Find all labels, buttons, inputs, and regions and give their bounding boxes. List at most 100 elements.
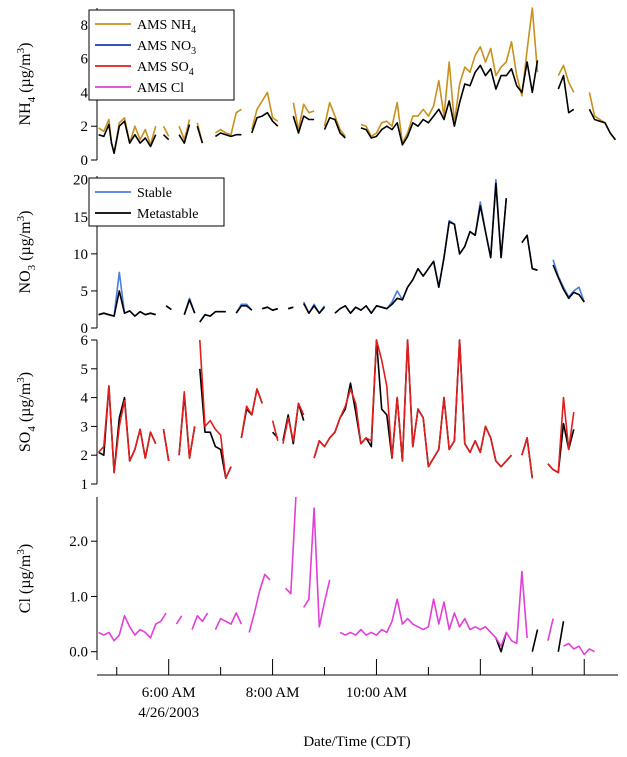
- y-label-sup: 3: [15, 377, 27, 383]
- y-label-unit: (µg/m: [17, 382, 34, 426]
- y-tick-label: 6: [81, 333, 89, 349]
- series-line: [214, 612, 243, 630]
- y-tick-label: 20: [73, 173, 88, 189]
- series-line: [334, 178, 508, 315]
- y-tick-label: 10: [73, 247, 88, 263]
- series-line: [521, 234, 538, 271]
- y-tick-label: 2: [81, 119, 89, 135]
- y-tick-label: 0: [81, 153, 89, 169]
- legend-label: AMS NH: [137, 18, 191, 33]
- series-metastable: [495, 621, 565, 653]
- series-line: [547, 396, 575, 474]
- y-label-sup: 3: [15, 215, 27, 221]
- series-line: [175, 615, 183, 625]
- series-line: [271, 420, 279, 441]
- legend-label: Metastable: [137, 207, 198, 222]
- series-line: [98, 385, 157, 474]
- y-tick-label: 4: [81, 85, 89, 101]
- series-line: [292, 115, 315, 134]
- legend-sub: 4: [191, 25, 196, 36]
- series-line: [98, 612, 167, 642]
- series-line: [323, 101, 346, 137]
- legend-label: AMS SO: [137, 60, 189, 75]
- series-line: [178, 124, 191, 144]
- y-label-close: ): [17, 211, 34, 216]
- series-line: [588, 108, 617, 141]
- series-line: [313, 339, 513, 468]
- legend-label: Stable: [137, 186, 172, 201]
- y-tick-label: 4: [81, 391, 89, 407]
- series-line: [563, 642, 595, 656]
- series-line: [360, 60, 539, 146]
- series-line: [191, 612, 209, 630]
- legend-entry: Stable: [137, 186, 172, 201]
- series-ams-cl: [98, 496, 595, 656]
- series-line: [261, 306, 279, 312]
- series-line: [323, 117, 346, 139]
- x-tick-label: 10:00 AM: [346, 685, 407, 701]
- y-label-main: SO: [17, 432, 34, 452]
- legend-entry: Metastable: [137, 207, 198, 222]
- y-axis-label: NH4 (µg/m3): [15, 43, 38, 126]
- panel-3: 0.0 1.0 2.0 Cl (µg/m3): [15, 496, 595, 661]
- y-label-sub: 4: [26, 96, 38, 102]
- y-tick-label: 5: [81, 362, 89, 378]
- y-label-close: ): [17, 544, 34, 549]
- series-line: [339, 570, 528, 648]
- y-label-sub: 4: [26, 426, 38, 432]
- series-line: [214, 132, 242, 138]
- series-line: [282, 402, 305, 444]
- series-line: [251, 111, 279, 134]
- series-line: [199, 339, 232, 480]
- series-line: [162, 125, 170, 137]
- y-label-close: ): [17, 43, 34, 48]
- y-label-main: Cl: [17, 598, 34, 614]
- x-axis: 6:00 AM 4/26/2003 8:00 AM 10:00 AM: [97, 659, 618, 721]
- series-line: [178, 390, 196, 459]
- y-tick-label: 1: [81, 477, 89, 493]
- legend-entry: AMS NH4: [137, 18, 196, 36]
- x-tick-label: 6:00 AM: [142, 685, 196, 701]
- legend-box: [88, 177, 225, 227]
- y-tick-label: 1.0: [69, 589, 88, 605]
- legend-entry: AMS SO4: [137, 60, 194, 78]
- y-label-unit: (µg/m: [17, 221, 34, 265]
- series-line: [214, 108, 242, 136]
- series-line: [547, 618, 554, 641]
- y-tick-label: 2: [81, 448, 89, 464]
- series-line: [178, 119, 191, 141]
- series-line: [98, 271, 156, 317]
- series-line: [303, 507, 331, 628]
- y-tick-label: 5: [81, 284, 89, 300]
- legend-entry: AMS Cl: [137, 81, 184, 96]
- y-label-unit: (µg/m: [17, 554, 34, 598]
- series-line: [552, 264, 585, 303]
- y-label-sup: 3: [15, 549, 27, 555]
- y-label-close: ): [17, 372, 34, 377]
- y-axis-label: NO3 (µg/m3): [15, 211, 38, 294]
- series-line: [196, 125, 204, 144]
- series-line: [165, 305, 172, 311]
- series-line: [240, 388, 263, 439]
- series-line: [98, 120, 157, 154]
- series-line: [287, 306, 294, 310]
- y-tick-label: 0.0: [69, 645, 88, 661]
- y-tick-label: 3: [81, 419, 89, 435]
- series-line: [98, 290, 156, 317]
- series-line: [557, 621, 565, 652]
- x-tick-label: 8:00 AM: [246, 685, 300, 701]
- series-line: [285, 496, 297, 595]
- series-line: [98, 117, 157, 154]
- y-tick-label: 2.0: [69, 534, 88, 550]
- y-label-sub: 3: [26, 264, 38, 270]
- y-tick-label: 0: [81, 321, 89, 337]
- y-label-main: NO: [17, 270, 34, 293]
- y-tick-label: 6: [81, 52, 89, 68]
- series-line: [162, 429, 170, 462]
- series-line: [235, 304, 253, 314]
- series-line: [531, 629, 539, 652]
- legend-label: AMS NO: [137, 39, 191, 54]
